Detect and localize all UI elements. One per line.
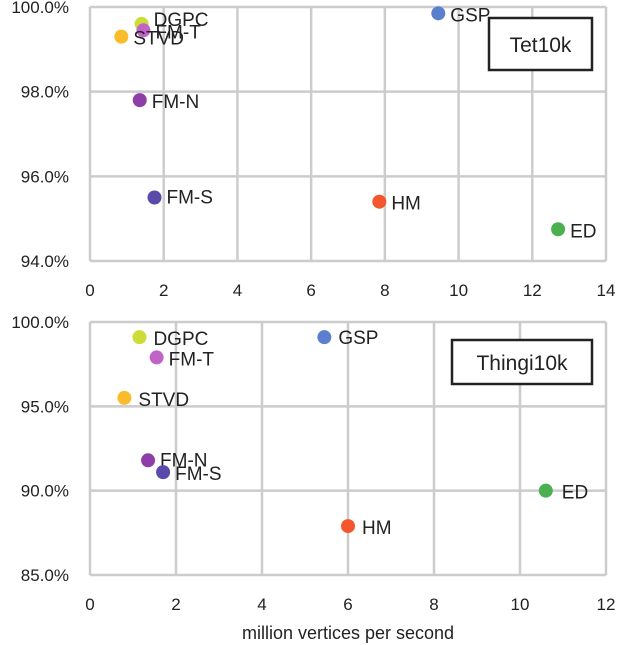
point-label-dgpc: DGPC bbox=[153, 329, 208, 350]
point-fm-n bbox=[132, 93, 147, 108]
x-tick-label: 0 bbox=[85, 595, 94, 614]
y-tick-label: 100.0% bbox=[11, 313, 69, 332]
x-tick-label: 8 bbox=[429, 595, 438, 614]
point-label-stvd: STVD bbox=[138, 390, 189, 411]
x-tick-label: 4 bbox=[257, 595, 266, 614]
x-tick-label: 6 bbox=[343, 595, 352, 614]
point-fm-s bbox=[147, 190, 162, 205]
point-label-fm-t: FM-T bbox=[155, 22, 201, 43]
x-tick-label: 2 bbox=[159, 281, 168, 300]
y-tick-label: 94.0% bbox=[21, 252, 69, 271]
x-tick-label: 4 bbox=[233, 281, 242, 300]
x-tick-label: 14 bbox=[597, 281, 616, 300]
point-fm-n bbox=[141, 453, 156, 468]
point-ed bbox=[551, 222, 566, 237]
x-tick-label: 6 bbox=[306, 281, 315, 300]
point-label-fm-n: FM-N bbox=[152, 92, 199, 113]
point-hm bbox=[372, 194, 387, 209]
point-fm-t bbox=[136, 23, 151, 38]
dataset-tag-box bbox=[487, 16, 594, 72]
x-tick-label: 10 bbox=[449, 281, 468, 300]
point-label-fm-n: FM-N bbox=[160, 450, 207, 471]
point-fm-s bbox=[156, 465, 171, 480]
point-label-fm-s: FM-S bbox=[175, 464, 221, 485]
point-stvd bbox=[114, 29, 129, 44]
point-label-hm: HM bbox=[391, 194, 421, 215]
point-label-fm-s: FM-S bbox=[167, 188, 213, 209]
point-label-fm-t: FM-T bbox=[169, 349, 215, 370]
point-label-ed: ED bbox=[562, 483, 588, 504]
x-axis-label: million vertices per second bbox=[242, 623, 454, 643]
y-tick-label: 90.0% bbox=[21, 482, 69, 501]
point-label-ed: ED bbox=[570, 221, 596, 242]
point-label-gsp: GSP bbox=[450, 5, 490, 26]
x-tick-label: 12 bbox=[523, 281, 542, 300]
x-tick-label: 2 bbox=[171, 595, 180, 614]
point-label-gsp: GSP bbox=[338, 328, 378, 349]
x-tick-label: 12 bbox=[597, 595, 616, 614]
tet10k-chart: 0 2 4 6 8 10 12 14 94.0% 96.0% 98.0% 100.0% Tet10k DG… bbox=[11, 0, 615, 300]
y-tick-label: 96.0% bbox=[21, 167, 69, 186]
point-fm-t bbox=[149, 350, 164, 365]
point-label-dgpc: DGPC bbox=[154, 10, 209, 31]
point-label-stvd: STVD bbox=[133, 29, 184, 50]
dataset-tag: Tet10k bbox=[510, 34, 572, 57]
point-dgpc bbox=[132, 330, 147, 345]
x-tick-label: 8 bbox=[380, 281, 389, 300]
x-tick-label: 0 bbox=[85, 281, 94, 300]
y-tick-label: 85.0% bbox=[21, 566, 69, 585]
thingi10k-chart: 0 2 4 6 8 10 12 85.0% 90.0% 95.0% 100.0% Thingi10k D… bbox=[11, 313, 615, 614]
point-hm bbox=[341, 519, 355, 534]
y-tick-label: 98.0% bbox=[21, 83, 69, 102]
y-tick-label: 95.0% bbox=[21, 397, 69, 416]
point-gsp bbox=[317, 330, 332, 345]
y-tick-label: 100.0% bbox=[11, 0, 69, 17]
point-label-hm: HM bbox=[362, 518, 392, 539]
point-stvd bbox=[117, 390, 132, 405]
dataset-tag: Thingi10k bbox=[476, 352, 568, 375]
x-tick-label: 10 bbox=[511, 595, 530, 614]
point-gsp bbox=[431, 6, 446, 21]
dataset-tag-box bbox=[450, 338, 594, 386]
point-ed bbox=[538, 483, 553, 498]
